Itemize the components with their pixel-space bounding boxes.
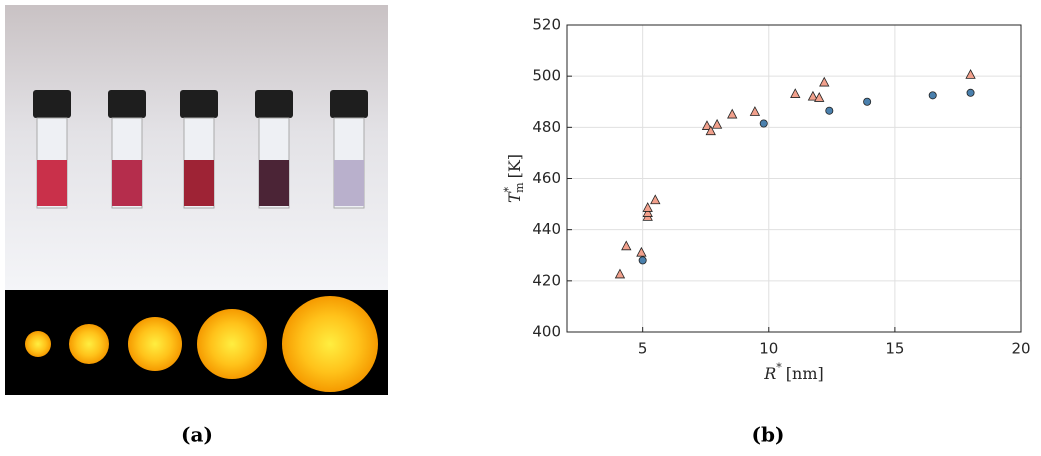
- y-tick-label: 420: [532, 271, 561, 289]
- y-tick-label: 480: [532, 118, 561, 136]
- panel-label: (b): [752, 423, 785, 447]
- y-tick-label: 400: [532, 323, 561, 341]
- x-axis-label: R* [nm]: [763, 361, 824, 383]
- y-tick-label: 440: [532, 220, 561, 238]
- circle-marker: [826, 107, 833, 114]
- panel-label: (a): [181, 423, 213, 447]
- y-axis-label: T*m[K]: [502, 154, 526, 203]
- circle-marker: [639, 257, 646, 264]
- x-tick-label: 5: [638, 340, 648, 358]
- label-unit: [K]: [505, 154, 524, 178]
- circle-marker: [760, 120, 767, 127]
- y-tick-label: 520: [532, 16, 561, 34]
- photo: [5, 5, 388, 395]
- label-sup: *: [776, 361, 782, 374]
- circle-marker: [929, 92, 936, 99]
- figure: (a) (b) 400 420 440 460 480 500 520 5 10 15 20 R* [n…: [0, 0, 1041, 452]
- y-tick-label: 460: [532, 169, 561, 187]
- circle-marker: [864, 98, 871, 105]
- label-symbol: R: [763, 364, 776, 383]
- label-sub: m: [513, 182, 526, 193]
- x-tick-label: 20: [1011, 340, 1030, 358]
- label-unit: [nm]: [786, 364, 824, 383]
- x-tick-label: 15: [885, 340, 904, 358]
- circle-marker: [967, 89, 974, 96]
- x-tick-label: 10: [759, 340, 778, 358]
- y-tick-label: 500: [532, 67, 561, 85]
